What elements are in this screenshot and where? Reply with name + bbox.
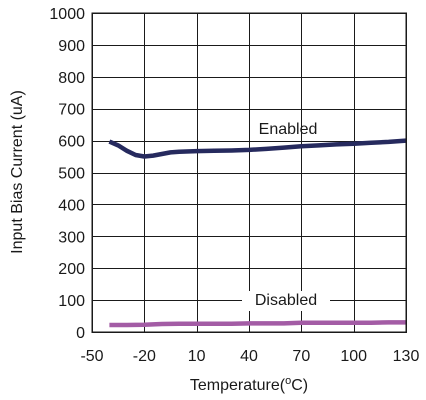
annotation-layer: Enabled Disabled (242, 121, 330, 311)
x-tick-label: -20 (133, 348, 156, 365)
y-axis-title: Input Bias Current (uA) (9, 90, 26, 254)
x-tick-labels: -50 -20 10 40 70 100 130 (80, 348, 419, 365)
y-tick-label: 400 (58, 197, 85, 214)
x-tick-label: 10 (188, 348, 206, 365)
y-tick-labels: 0 100 200 300 400 500 600 700 800 900 1000 (49, 6, 85, 342)
y-tick-label: 900 (58, 38, 85, 55)
x-axis-title: Temperature(oC) (190, 375, 308, 394)
x-tick-label: 40 (240, 348, 258, 365)
series-layer (108, 138, 407, 328)
y-tick-label: 300 (58, 229, 85, 246)
y-tick-label: 100 (58, 293, 85, 310)
series-line-disabled (109, 320, 406, 328)
y-tick-label: 700 (58, 102, 85, 119)
annotation-bg-disabled (242, 291, 330, 311)
series-line-enabled (108, 138, 407, 159)
plot-frame (91, 12, 407, 333)
y-tick-label: 600 (58, 134, 85, 151)
y-tick-label: 200 (58, 261, 85, 278)
x-axis-title-suffix: C) (291, 377, 308, 394)
x-tick-label: -50 (80, 348, 103, 365)
x-tick-label: 100 (340, 348, 367, 365)
x-tick-label: 70 (292, 348, 310, 365)
x-axis-title-prefix: Temperature( (190, 377, 286, 394)
annotation-disabled: Disabled (255, 292, 317, 309)
x-axis-title-degree: o (285, 375, 291, 387)
y-tick-label: 500 (58, 166, 85, 183)
y-tick-label: 0 (76, 325, 85, 342)
annotation-enabled: Enabled (259, 121, 318, 138)
y-tick-label: 800 (58, 70, 85, 87)
grid (92, 13, 406, 332)
x-tick-label: 130 (393, 348, 420, 365)
y-tick-label: 1000 (49, 6, 85, 23)
